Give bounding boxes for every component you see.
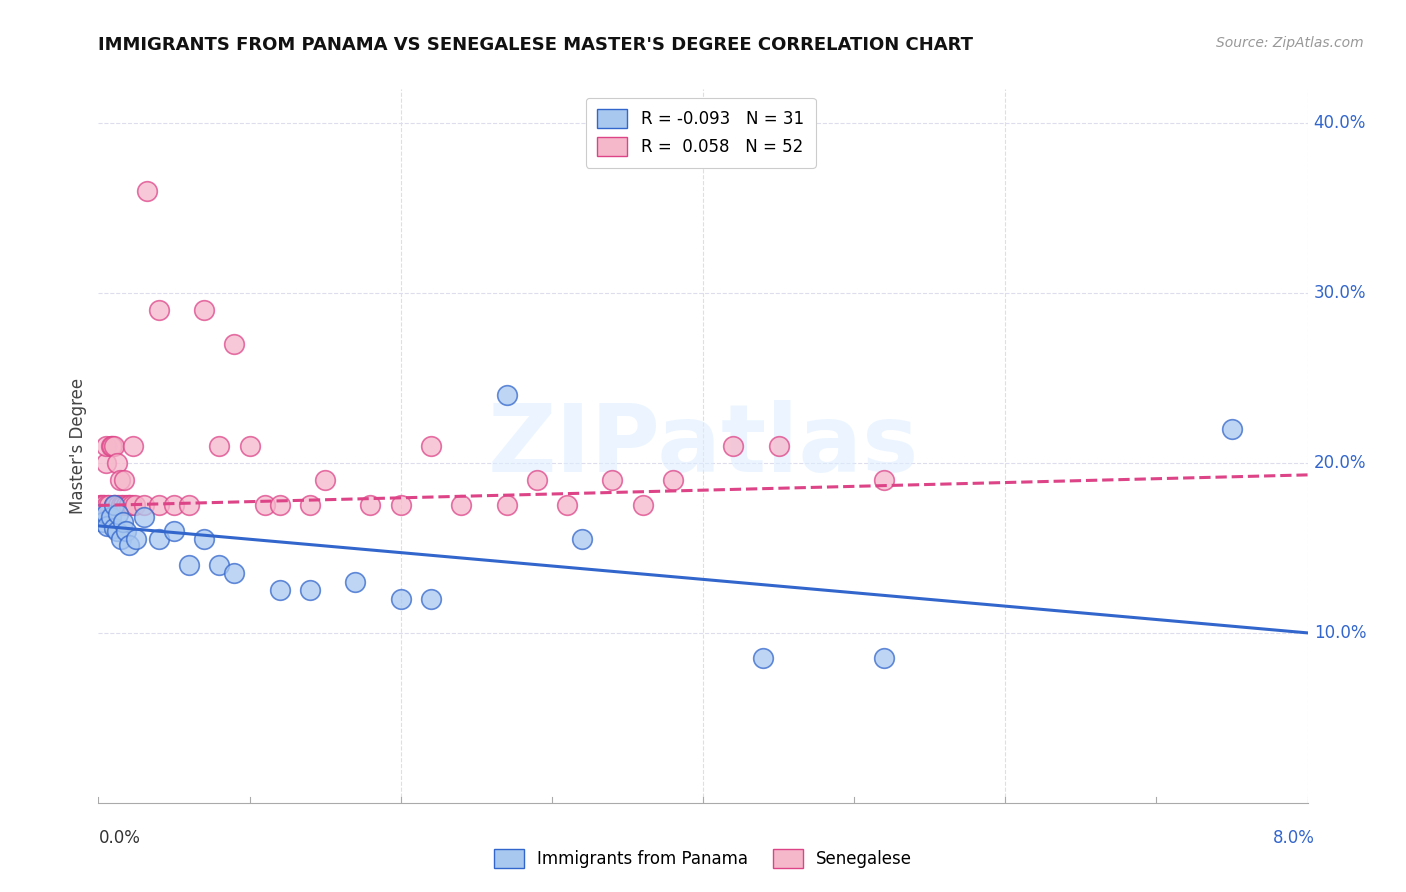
Point bbox=[148, 499, 170, 513]
Point bbox=[100, 510, 122, 524]
Point bbox=[208, 558, 231, 572]
Point bbox=[108, 473, 131, 487]
Point bbox=[124, 499, 146, 513]
Point bbox=[1220, 422, 1243, 436]
Point bbox=[96, 499, 118, 513]
Point bbox=[98, 499, 121, 513]
Point bbox=[239, 439, 262, 453]
Legend: Immigrants from Panama, Senegalese: Immigrants from Panama, Senegalese bbox=[486, 842, 920, 875]
Point bbox=[253, 499, 276, 513]
Point bbox=[118, 499, 141, 513]
Point bbox=[101, 439, 124, 453]
Point bbox=[389, 591, 412, 606]
Point bbox=[114, 524, 136, 538]
Point bbox=[96, 519, 118, 533]
Point bbox=[104, 499, 127, 513]
Point bbox=[148, 303, 170, 318]
Point bbox=[419, 591, 441, 606]
Point bbox=[132, 499, 155, 513]
Point bbox=[103, 499, 125, 513]
Y-axis label: Master's Degree: Master's Degree bbox=[69, 378, 87, 514]
Legend: R = -0.093   N = 31, R =  0.058   N = 52: R = -0.093 N = 31, R = 0.058 N = 52 bbox=[586, 97, 815, 168]
Point bbox=[495, 388, 517, 402]
Point bbox=[103, 499, 125, 513]
Point bbox=[110, 533, 132, 547]
Point bbox=[100, 439, 122, 453]
Point bbox=[224, 337, 246, 351]
Text: ZIPatlas: ZIPatlas bbox=[488, 400, 918, 492]
Point bbox=[110, 499, 132, 513]
Point bbox=[90, 499, 112, 513]
Point bbox=[495, 499, 517, 513]
Point bbox=[602, 473, 624, 487]
Point bbox=[314, 473, 336, 487]
Point bbox=[269, 583, 291, 598]
Point bbox=[193, 303, 215, 318]
Point bbox=[359, 499, 381, 513]
Point bbox=[121, 499, 143, 513]
Point bbox=[224, 566, 246, 581]
Point bbox=[112, 473, 135, 487]
Point bbox=[526, 473, 548, 487]
Point bbox=[94, 456, 117, 470]
Point bbox=[135, 184, 157, 198]
Text: 20.0%: 20.0% bbox=[1313, 454, 1367, 472]
Point bbox=[389, 499, 412, 513]
Point bbox=[768, 439, 790, 453]
Point bbox=[90, 507, 112, 521]
Point bbox=[873, 473, 896, 487]
Point bbox=[105, 456, 128, 470]
Point bbox=[114, 499, 136, 513]
Point bbox=[661, 473, 683, 487]
Point bbox=[723, 439, 745, 453]
Point bbox=[299, 499, 322, 513]
Point bbox=[344, 574, 367, 589]
Point bbox=[103, 520, 125, 534]
Point bbox=[179, 499, 201, 513]
Text: 40.0%: 40.0% bbox=[1313, 114, 1367, 132]
Point bbox=[208, 439, 231, 453]
Point bbox=[631, 499, 654, 513]
Point bbox=[122, 439, 145, 453]
Point bbox=[94, 507, 117, 521]
Point bbox=[299, 583, 322, 598]
Point bbox=[148, 533, 170, 547]
Point bbox=[163, 499, 186, 513]
Point bbox=[555, 499, 578, 513]
Point bbox=[132, 510, 155, 524]
Point bbox=[873, 651, 896, 665]
Point bbox=[193, 533, 215, 547]
Point bbox=[179, 558, 201, 572]
Point bbox=[93, 499, 115, 513]
Text: 0.0%: 0.0% bbox=[98, 829, 141, 847]
Text: IMMIGRANTS FROM PANAMA VS SENEGALESE MASTER'S DEGREE CORRELATION CHART: IMMIGRANTS FROM PANAMA VS SENEGALESE MAS… bbox=[98, 36, 973, 54]
Point bbox=[89, 499, 111, 513]
Point bbox=[118, 499, 141, 513]
Point bbox=[91, 499, 114, 513]
Point bbox=[107, 507, 129, 521]
Point bbox=[163, 524, 186, 538]
Point bbox=[94, 439, 117, 453]
Point bbox=[111, 499, 134, 513]
Point bbox=[103, 439, 125, 453]
Point bbox=[105, 524, 128, 538]
Point bbox=[419, 439, 441, 453]
Text: 30.0%: 30.0% bbox=[1313, 284, 1367, 302]
Point bbox=[571, 533, 593, 547]
Point bbox=[111, 516, 134, 530]
Point bbox=[107, 499, 129, 513]
Text: 10.0%: 10.0% bbox=[1313, 624, 1367, 642]
Point bbox=[269, 499, 291, 513]
Point bbox=[118, 537, 141, 551]
Point bbox=[450, 499, 472, 513]
Text: Source: ZipAtlas.com: Source: ZipAtlas.com bbox=[1216, 36, 1364, 50]
Point bbox=[125, 533, 148, 547]
Text: 8.0%: 8.0% bbox=[1272, 829, 1315, 847]
Point bbox=[752, 651, 775, 665]
Point bbox=[91, 516, 114, 530]
